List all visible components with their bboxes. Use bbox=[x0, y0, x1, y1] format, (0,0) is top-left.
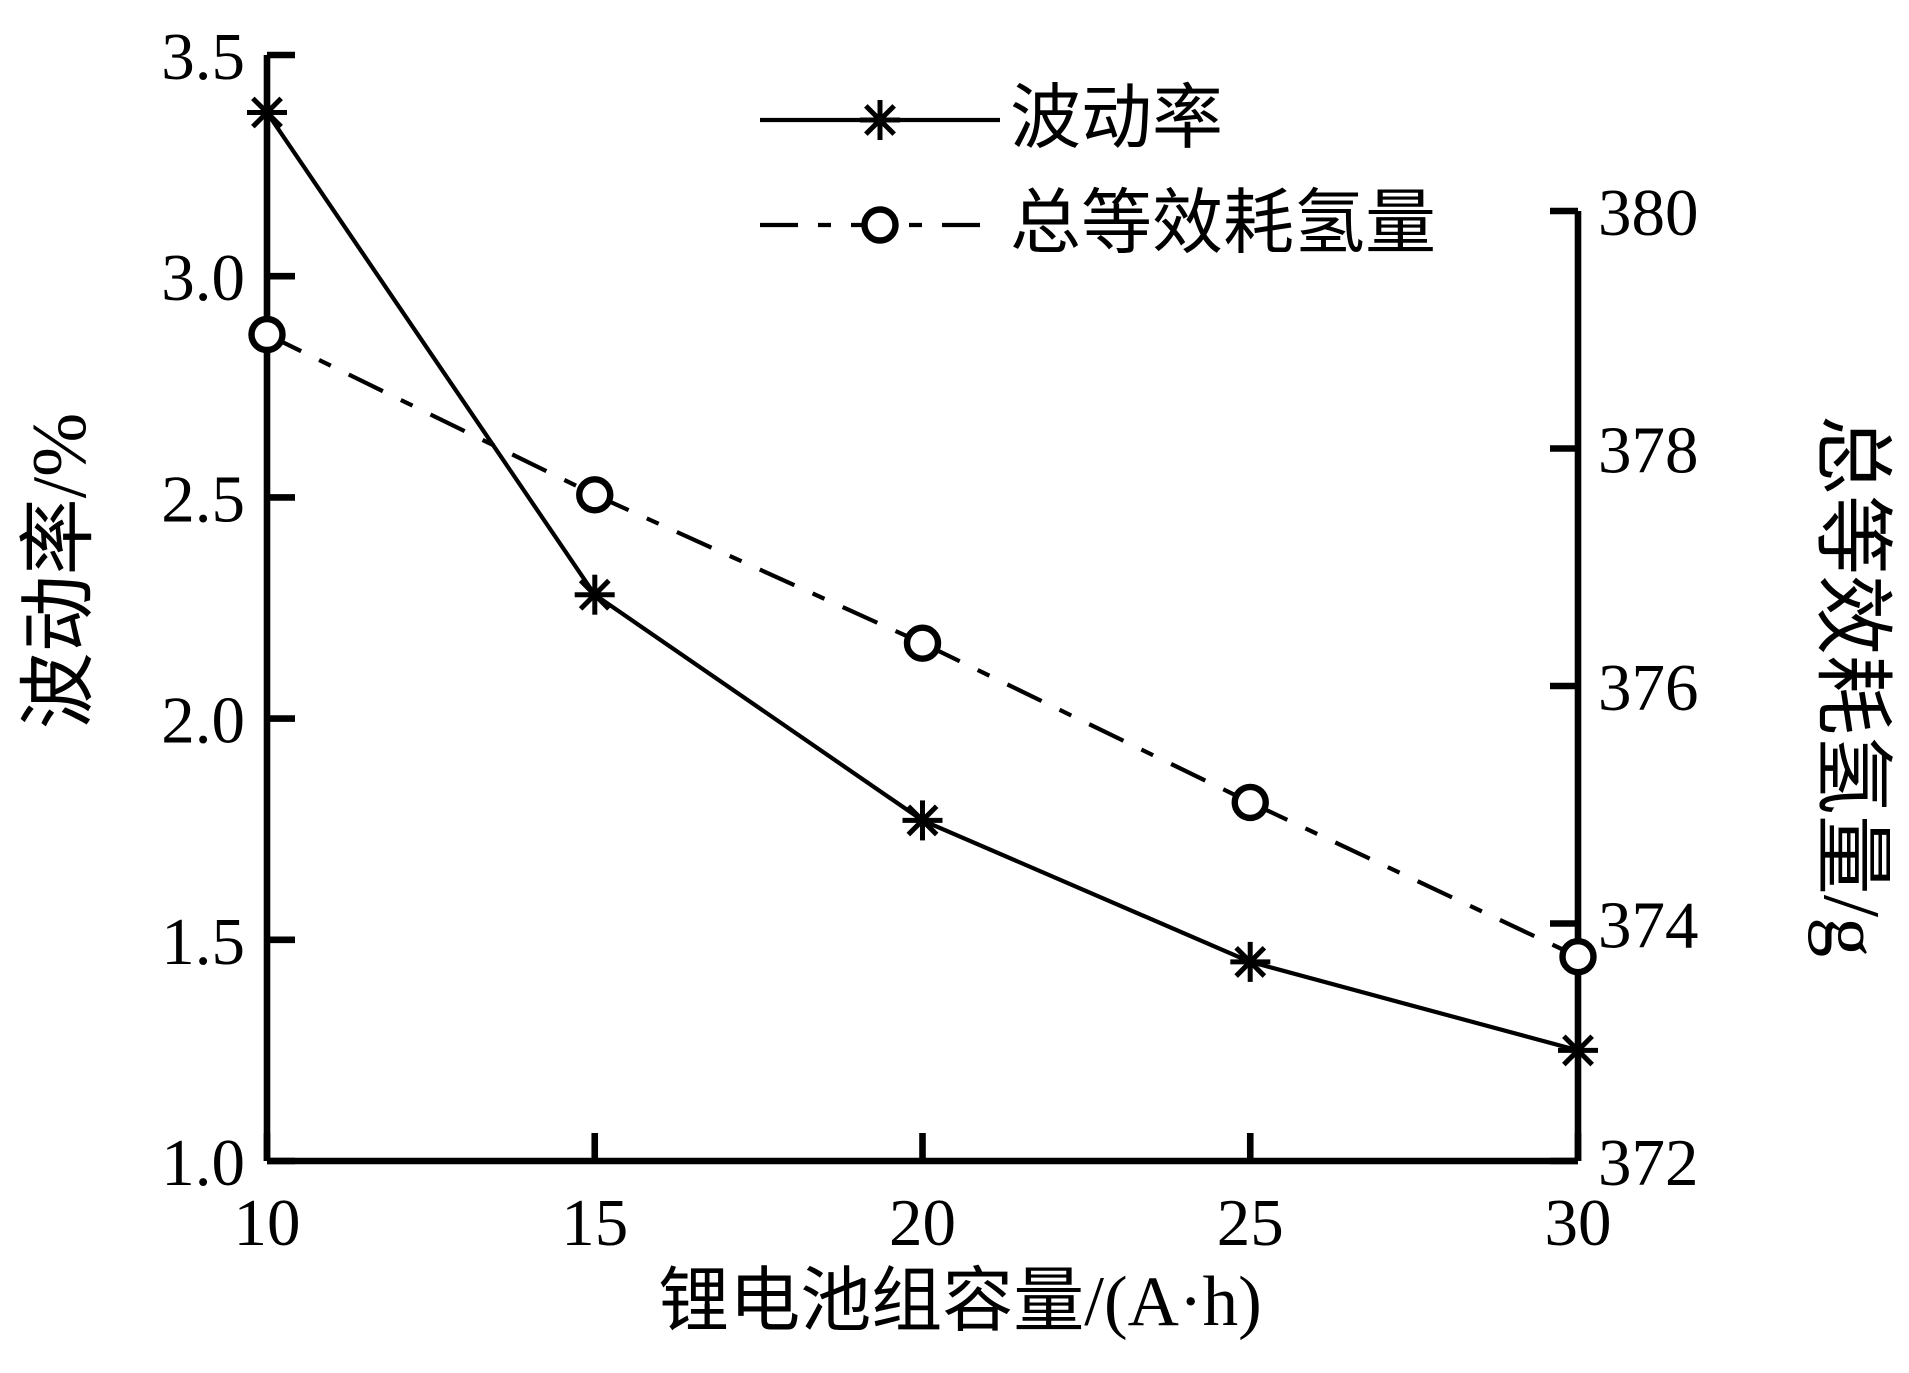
svg-text:波动率/%: 波动率/% bbox=[16, 413, 102, 730]
svg-text:2.0: 2.0 bbox=[161, 684, 245, 758]
svg-text:总等效耗氢量/g: 总等效耗氢量/g bbox=[1807, 415, 1895, 957]
svg-text:380: 380 bbox=[1598, 176, 1699, 250]
svg-text:372: 372 bbox=[1598, 1126, 1699, 1200]
svg-text:1.5: 1.5 bbox=[161, 905, 245, 979]
svg-text:15: 15 bbox=[561, 1186, 628, 1260]
svg-text:378: 378 bbox=[1598, 414, 1699, 488]
svg-text:波动率: 波动率 bbox=[1010, 80, 1223, 158]
svg-text:2.5: 2.5 bbox=[161, 462, 245, 536]
svg-text:25: 25 bbox=[1217, 1186, 1284, 1260]
svg-text:3.0: 3.0 bbox=[161, 241, 245, 315]
svg-text:10: 10 bbox=[234, 1186, 301, 1260]
svg-text:3.5: 3.5 bbox=[161, 20, 245, 94]
svg-text:1.0: 1.0 bbox=[161, 1126, 245, 1200]
svg-text:20: 20 bbox=[889, 1186, 956, 1260]
svg-text:376: 376 bbox=[1598, 651, 1699, 725]
svg-text:锂电池组容量/(A·h): 锂电池组容量/(A·h) bbox=[658, 1263, 1261, 1341]
svg-text:374: 374 bbox=[1598, 889, 1699, 963]
svg-text:总等效耗氢量: 总等效耗氢量 bbox=[1010, 185, 1436, 263]
